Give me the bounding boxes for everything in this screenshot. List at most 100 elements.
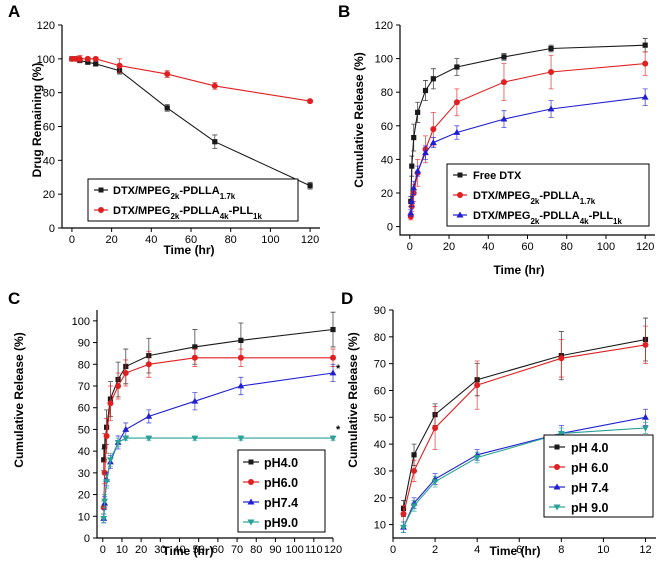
series-line [410, 44, 646, 202]
panel-d-legend-marker-4 [553, 504, 561, 511]
panel-c-letter: C [8, 289, 20, 308]
panel-d-plot: 0 2 4 6 8 10 12 10 20 30 40 50 60 70 80 90 [374, 305, 656, 556]
x-tick-label: 80 [250, 544, 262, 556]
data-point [212, 139, 218, 145]
y-tick-label: 20 [78, 490, 90, 502]
panel-c-legend-label-1: pH4.0 [264, 456, 298, 470]
data-point [145, 435, 153, 442]
y-tick-label: 50 [374, 412, 386, 424]
data-point [642, 341, 649, 348]
data-point [431, 479, 439, 486]
series-line [71, 58, 311, 187]
series-line [402, 344, 646, 515]
x-tick-label: 120 [324, 544, 342, 556]
y-tick-label: 40 [78, 446, 90, 458]
series-ph4-0 [101, 311, 336, 472]
data-point [237, 435, 245, 442]
y-tick-label: 20 [43, 189, 55, 201]
x-tick-label: 100 [597, 241, 615, 253]
panel-d-legend: pH 4.0 pH 6.0 pH 7.4 pH 9.0 [543, 434, 654, 518]
y-tick-label: 80 [374, 332, 386, 344]
x-tick-label: 80 [225, 234, 237, 246]
series-dtx-mpeg2k-pdlla4k-pll1k [407, 88, 649, 217]
y-tick-label: 60 [43, 122, 55, 134]
panel-c-legend-label-4: pH9.0 [264, 516, 298, 530]
x-tick-label: 8 [558, 544, 564, 556]
panel-a-xlabel: Time (hr) [163, 243, 214, 257]
data-point [642, 425, 649, 432]
series-ph-6-0 [400, 325, 649, 523]
panel-c-legend-marker-2 [248, 479, 254, 485]
panel-b-ylabel: Cumulative Release (%) [352, 52, 366, 187]
panel-d-legend-label-2: pH 6.0 [571, 461, 609, 475]
y-tick-label: 10 [374, 520, 386, 532]
panel-a-legend-label-1: DTX/MPEG2k-PDLLA1.7k [113, 185, 236, 201]
series-ph-9-0 [400, 422, 649, 534]
panel-a: A Drug Remaining (%) Time (hr) 0 20 40 60 80… [8, 2, 320, 257]
y-tick-label: 40 [43, 155, 55, 167]
x-tick-label: 0 [390, 544, 396, 556]
panel-b-legend-marker-1 [457, 172, 463, 178]
data-point [107, 457, 114, 464]
panel-a-legend-label-2: DTX/MPEG2k-PDLLA4k-PLL1k [113, 205, 262, 221]
data-point [474, 382, 481, 389]
y-tick-label: 90 [78, 338, 90, 350]
panel-c-annotation-1: * [336, 363, 341, 375]
panel-d: D Cumulative Release (%) Time (hr) 0 2 4 6 8… [341, 289, 656, 558]
x-tick-label: 60 [521, 241, 533, 253]
data-point [164, 105, 170, 111]
panel-a-ylabel: Drug Remaining (%) [30, 63, 44, 178]
x-tick-label: 20 [135, 544, 147, 556]
x-tick-label: 110 [305, 544, 323, 556]
y-tick-label: 80 [78, 359, 90, 371]
x-tick-label: 20 [443, 241, 455, 253]
panel-b-axes [399, 25, 655, 236]
data-point [473, 455, 481, 462]
data-point [414, 167, 422, 174]
data-point [642, 413, 649, 420]
data-point [307, 183, 313, 189]
data-point [85, 59, 91, 65]
x-tick-label: 6 [516, 544, 522, 556]
data-point [415, 109, 421, 115]
panel-c-legend-marker-1 [248, 459, 254, 465]
x-tick-label: 60 [185, 234, 197, 246]
data-point [558, 355, 565, 362]
panel-b-letter: B [338, 2, 350, 21]
y-tick-label: 20 [381, 188, 393, 200]
panel-d-legend-marker-3 [553, 483, 561, 490]
panel-b-legend: Free DTX DTX/MPEG2k-PDLLA1.7k DTX/MPEG2k… [446, 163, 650, 227]
data-point [307, 98, 314, 105]
data-point [410, 503, 418, 510]
series-ph9-0 [100, 435, 337, 524]
panel-c-legend-marker-3 [247, 498, 255, 505]
x-tick-label: 30 [154, 544, 166, 556]
panel-c-plot: 0 10 20 30 40 50 60 70 80 90 100 110 120010203040506… [72, 310, 342, 556]
data-point [642, 42, 648, 48]
panel-b-legend-label-1: Free DTX [473, 170, 522, 182]
data-point [122, 369, 129, 376]
series-ph6-0 [100, 348, 336, 515]
data-point [410, 184, 418, 191]
x-tick-label: 0 [100, 544, 106, 556]
data-point [103, 479, 110, 486]
data-point [641, 93, 649, 100]
data-point [116, 62, 123, 69]
panel-b-legend-label-2: DTX/MPEG2k-PDLLA1.7k [473, 190, 596, 206]
data-point [453, 128, 461, 135]
y-tick-label: 50 [78, 424, 90, 436]
x-tick-label: 80 [561, 241, 573, 253]
data-point [430, 126, 437, 133]
data-point [422, 149, 429, 156]
series-line [71, 58, 311, 102]
y-tick-label: 0 [49, 223, 55, 235]
data-point [191, 397, 199, 404]
data-point [329, 435, 337, 442]
data-point [191, 435, 199, 442]
x-tick-label: 40 [145, 234, 157, 246]
y-tick-label: 70 [78, 381, 90, 393]
y-tick-label: 0 [387, 222, 393, 234]
panel-c: C Cumulative Release (%) Time (hr) 0 10 20… [8, 289, 342, 558]
x-tick-label: 4 [474, 544, 480, 556]
